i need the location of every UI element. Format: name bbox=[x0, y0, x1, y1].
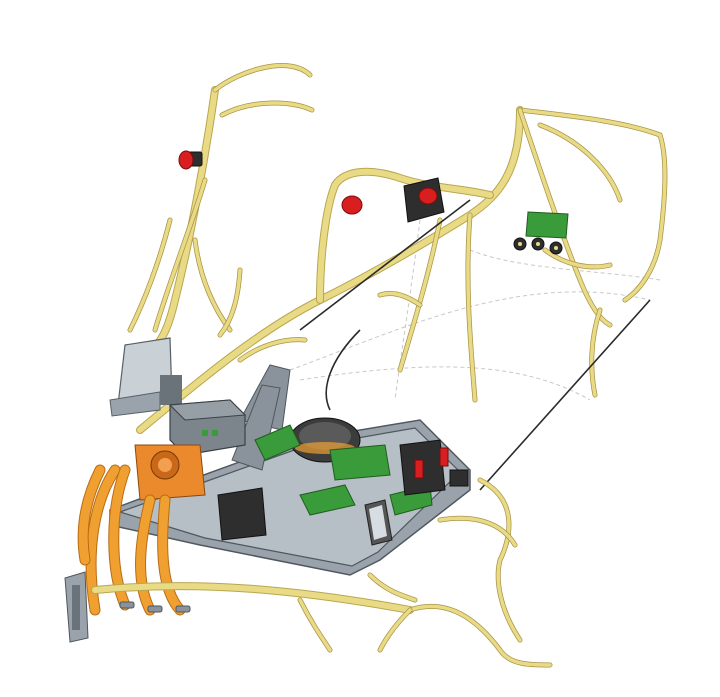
left-harness bbox=[127, 63, 315, 354]
orange-connector bbox=[134, 444, 206, 501]
bottom-bracket bbox=[64, 571, 89, 643]
red-switch-left bbox=[178, 150, 203, 170]
fine-wires bbox=[289, 219, 661, 401]
relay-block bbox=[399, 439, 469, 496]
battery-box bbox=[168, 399, 267, 541]
red-button bbox=[341, 195, 363, 215]
central-harness bbox=[136, 106, 668, 434]
sensor-board bbox=[513, 211, 569, 255]
cable-lugs bbox=[119, 601, 191, 613]
emergency-stop bbox=[403, 177, 445, 223]
control-module bbox=[109, 337, 182, 417]
display-unit bbox=[364, 499, 393, 546]
black-cables bbox=[299, 199, 651, 491]
lower-harness bbox=[91, 477, 553, 668]
